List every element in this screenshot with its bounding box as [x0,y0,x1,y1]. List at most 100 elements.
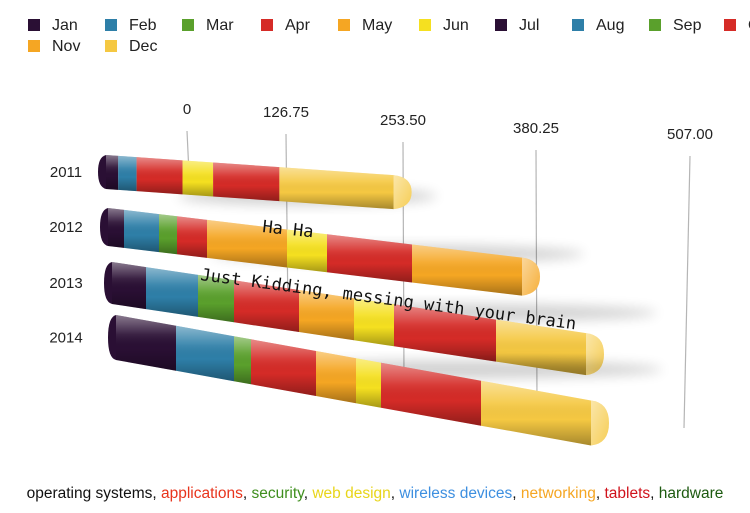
legend-item-oct: Oct [724,16,750,36]
legend-swatch [28,19,40,31]
legend-swatch [182,19,194,31]
legend-label: Nov [52,38,81,55]
bar-segment-shade [106,155,119,190]
bar-segment-shade [136,157,183,195]
bar-start-cap [104,262,112,304]
legend-label: Aug [596,17,625,34]
legend-label: Apr [285,17,310,34]
legend-swatch [105,19,117,31]
legend-item-jul: Jul [495,16,539,36]
legend-swatch [338,19,350,31]
legend-swatch [724,19,736,31]
x-tick-label: 507.00 [667,126,713,143]
bar-segment-shade [159,214,177,255]
legend-swatch [261,19,273,31]
caption-term: , [650,485,659,502]
y-tick-label: 2012 [49,219,82,236]
bar-layer [98,155,663,446]
caption-term: , [512,485,521,502]
y-tick-label: 2011 [50,164,82,181]
caption-term: wireless devices [399,485,513,502]
caption-term: hardware [658,485,724,502]
caption-term: security [251,485,304,502]
bar-segment-shade [176,325,234,382]
bar-end-cap-shine [522,257,540,296]
caption-term: web design [312,485,391,502]
legend-item-sep: Sep [649,16,701,36]
bar-segment-shade [234,336,251,385]
caption-term: , [152,485,161,502]
legend-swatch [419,19,431,31]
bar-start-cap [98,155,106,189]
x-tick-label: 380.25 [513,120,559,137]
topic-caption: operating systems, applications, securit… [0,484,750,504]
legend-item-jun: Jun [419,16,469,36]
grid-line [285,133,289,319]
legend-label: Mar [206,17,234,34]
legend-label: Jun [443,17,469,34]
legend-swatch [572,19,584,31]
bar-segment-shade [327,234,412,283]
caption-term: applications [160,485,243,502]
y-tick-label: 2013 [49,275,82,292]
legend-swatch [495,19,507,31]
bar-segment-shade [207,219,287,268]
bar-segment-shade [287,229,327,273]
legend-item-jan: Jan [28,16,78,36]
bar-segment-shade [146,267,198,317]
legend-item-feb: Feb [105,16,157,36]
bar-segment-shade [316,351,356,404]
bar-segment-shade [354,298,394,347]
bar-segment-shade [108,208,124,248]
legend-label: Sep [673,17,702,34]
bar-segment-shade [124,209,159,253]
x-tick-label: 0 [183,101,191,118]
legend-item-aug: Aug [572,16,624,36]
legend-swatch [105,40,117,52]
legend-swatch [649,19,661,31]
caption-term: , [303,485,313,502]
bar-segment-shade [279,167,394,210]
legend-label: Oct [748,17,750,34]
bar-end-cap-shine [393,175,412,210]
caption-term: , [390,485,400,502]
stacked-3d-bar-chart: 0 126.75 253.50 380.25 507.00 2011 2012 2013 20… [49,101,713,446]
legend-item-may: May [338,16,392,36]
legend-item-dec: Dec [105,37,157,57]
caption-term: tablets [604,485,651,502]
legend-label: Dec [129,38,158,55]
bar-end-cap-shine [591,400,609,446]
bar-segment-shade [299,290,354,341]
bar-segment-shade [394,304,496,362]
caption-term: operating systems [26,485,153,502]
caption-term: , [595,485,605,502]
x-tick-label: 253.50 [380,112,426,129]
legend-item-apr: Apr [261,16,310,36]
legend-label: Jan [52,17,78,34]
bar-segment-shade [213,162,280,202]
caption-term: networking [520,485,596,502]
bar-segment-shade [412,244,522,296]
bar-segment-shade [198,274,234,323]
legend-label: Jul [519,17,540,34]
y-tick-label: 2014 [49,330,82,347]
bar-segment-shade [356,358,381,408]
caption-term: , [242,485,252,502]
legend-label: May [362,17,393,34]
legend-swatch [28,40,40,52]
bar-segment-shade [182,160,214,197]
legend-item-mar: Mar [182,16,234,36]
grid-line [683,155,691,429]
bar-segment-shade [112,262,146,310]
bar-segment-shade [251,339,316,396]
bar-segment-shade [381,362,481,426]
legend-label: Feb [129,17,157,34]
bar-segment-shade [116,315,176,371]
bar-start-cap [108,315,116,360]
legend-item-nov: Nov [28,37,80,57]
bar-segment-shade [118,155,137,192]
bar-segment-shade [177,216,207,258]
x-tick-label: 126.75 [263,104,309,121]
bar-segment-shade [481,380,591,446]
grid-layer: 0 126.75 253.50 380.25 507.00 [183,101,713,429]
